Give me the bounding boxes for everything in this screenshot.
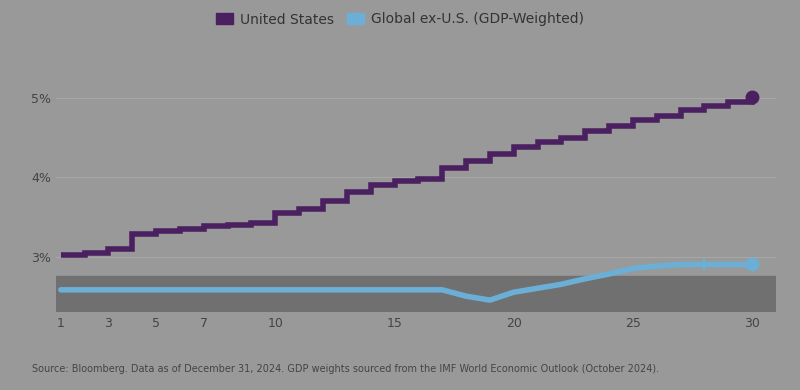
Text: Source: Bloomberg. Data as of December 31, 2024. GDP weights sourced from the IM: Source: Bloomberg. Data as of December 3… [32,364,659,374]
Legend: United States, Global ex-U.S. (GDP-Weighted): United States, Global ex-U.S. (GDP-Weigh… [210,7,590,32]
Bar [56,277,776,312]
